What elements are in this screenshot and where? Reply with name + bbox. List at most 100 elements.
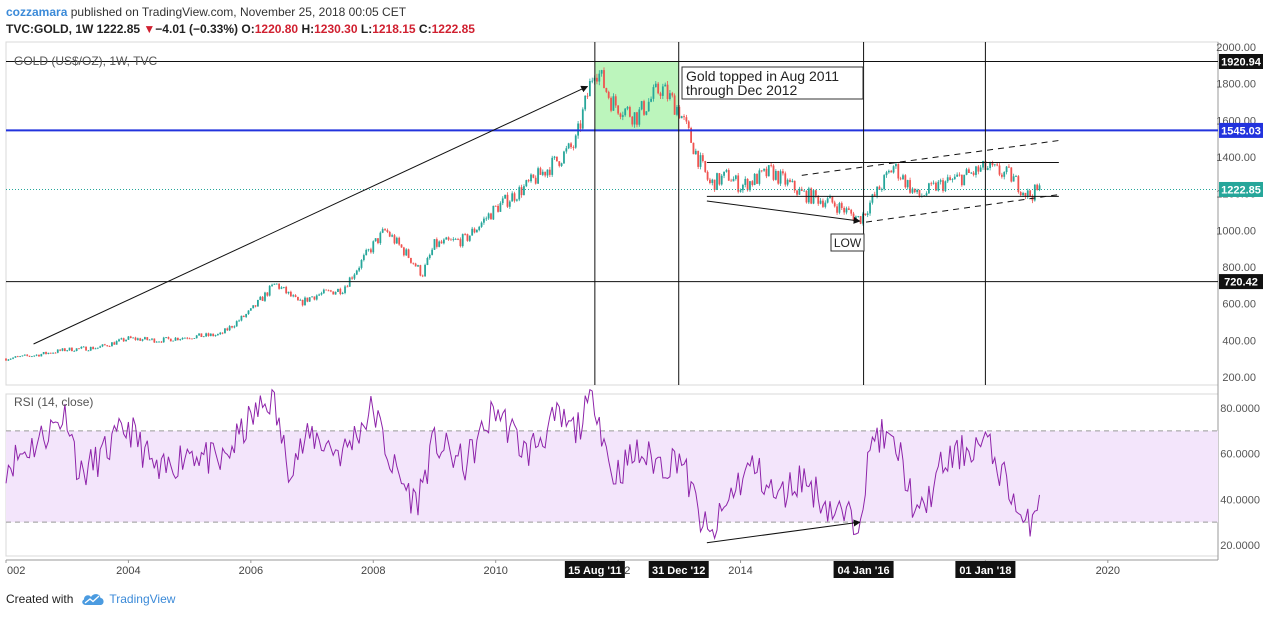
candle-body	[727, 170, 730, 181]
candle-body	[1024, 192, 1027, 197]
candle-body	[370, 249, 372, 253]
candle-body	[160, 341, 163, 343]
candle-body	[704, 161, 707, 172]
candle-body	[1003, 172, 1006, 177]
price-pane-title: GOLD (US$/OZ), 1W, TVC	[14, 54, 157, 68]
candle-body	[949, 177, 951, 180]
candle-body	[407, 249, 410, 258]
candle-body	[671, 93, 674, 96]
candle-body	[457, 239, 459, 240]
candle-body	[195, 335, 198, 339]
author-link[interactable]: cozzamara	[6, 5, 68, 19]
chart-grid	[5, 41, 1219, 561]
candle-body	[737, 175, 740, 192]
date-marker-box[interactable]	[833, 561, 894, 578]
uptrend-arrow[interactable]	[33, 85, 589, 345]
candle-body	[789, 179, 791, 182]
channel-lower-line[interactable]	[865, 194, 1059, 223]
candle-body	[904, 175, 907, 188]
date-marker-label: 15 Aug '11	[568, 565, 622, 577]
candle-body	[953, 176, 956, 180]
candle-body	[49, 352, 52, 354]
price-tick-label: 1000.00	[1216, 225, 1256, 237]
candle-body	[685, 117, 688, 122]
candle-body	[617, 105, 620, 114]
candle-body	[859, 216, 862, 224]
candle-body	[381, 229, 384, 233]
channel-upper-line[interactable]	[801, 140, 1059, 176]
annotation-box[interactable]: Gold topped in Aug 2011 through Dec 2012	[681, 66, 864, 100]
candle-body	[749, 181, 751, 191]
candle-body	[523, 186, 525, 196]
candle-body	[612, 96, 615, 111]
candle-body	[814, 190, 817, 196]
candle-body	[716, 173, 718, 191]
candle-body	[259, 296, 262, 300]
candle-body	[676, 106, 678, 115]
candle-body	[822, 200, 824, 207]
candle-body	[226, 328, 229, 331]
candle-body	[1033, 184, 1036, 201]
candle-body	[5, 358, 7, 361]
candle-body	[756, 173, 758, 184]
candle-body	[819, 200, 822, 204]
candle-body	[946, 177, 949, 182]
candle-body	[939, 180, 942, 182]
candle-body	[873, 194, 876, 196]
candle-body	[843, 207, 846, 213]
candle-body	[527, 180, 530, 182]
candle-body	[892, 166, 895, 173]
candle-body	[624, 108, 627, 116]
candle-body	[115, 341, 118, 345]
candle-body	[172, 340, 175, 342]
candle-body	[720, 175, 723, 185]
price-label-box[interactable]	[1219, 53, 1263, 69]
price-label-box[interactable]	[1219, 274, 1263, 290]
candle-body	[273, 283, 276, 285]
candle-body	[553, 156, 556, 158]
candle-body	[944, 181, 947, 191]
rsi-divergence-arrow[interactable]	[706, 519, 861, 544]
candle-body	[532, 174, 535, 178]
candle-body	[525, 180, 528, 187]
candle-body	[299, 299, 302, 301]
low-arrow[interactable]	[706, 200, 861, 224]
candle-body	[930, 183, 933, 185]
candle-body	[428, 254, 431, 259]
candle-body	[111, 342, 113, 347]
candle-body	[734, 175, 737, 179]
tradingview-cloud-icon	[82, 594, 104, 605]
candle-body	[932, 182, 935, 184]
price-tick-label: 200.00	[1222, 372, 1256, 384]
candle-body	[650, 98, 652, 102]
candle-body	[386, 230, 389, 232]
candle-body	[134, 337, 137, 340]
date-marker-box[interactable]	[648, 561, 709, 578]
tradingview-link[interactable]: TradingView	[109, 592, 176, 606]
date-marker-box[interactable]	[955, 561, 1016, 578]
symbol-label[interactable]: TVC:GOLD, 1W	[6, 22, 94, 36]
candle-body	[108, 346, 111, 347]
candle-body	[1005, 166, 1008, 173]
candle-body	[132, 337, 135, 339]
date-marker-label: 01 Jan '18	[959, 565, 1011, 577]
x-tick-label: 2004	[116, 565, 140, 577]
candle-body	[306, 297, 309, 302]
candle-body	[384, 229, 386, 231]
candle-body	[626, 107, 629, 109]
candle-body	[744, 178, 747, 185]
candle-body	[711, 179, 714, 184]
date-marker-box[interactable]	[564, 561, 625, 578]
candle-body	[878, 186, 881, 190]
candle-body	[937, 181, 940, 191]
candle-body	[574, 135, 577, 148]
price-label-box[interactable]	[1219, 181, 1263, 197]
low-callout[interactable]: LOW	[830, 233, 865, 252]
price-label-box[interactable]	[1219, 122, 1263, 138]
candle-body	[339, 288, 342, 294]
date-marker-label: 31 Dec '12	[652, 565, 705, 577]
candle-body	[993, 164, 996, 166]
price-chart[interactable]: 2000.001800.001600.001400.001200.001000.…	[0, 0, 1274, 590]
candle-body	[285, 286, 288, 294]
price-label: 1545.03	[1221, 125, 1261, 137]
